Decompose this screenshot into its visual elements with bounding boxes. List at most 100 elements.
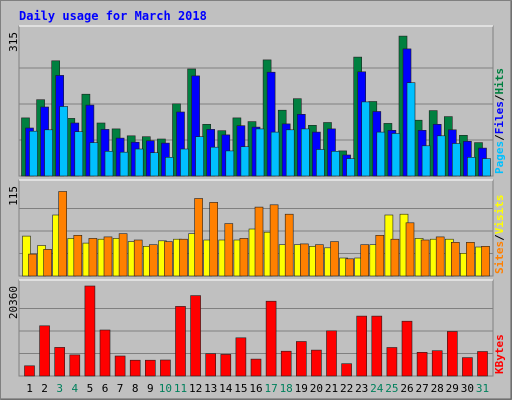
x-tick-label: 8 bbox=[132, 382, 139, 395]
right-legend-part: Visits bbox=[493, 195, 506, 235]
bar-kbytes bbox=[250, 358, 262, 377]
bar-pages bbox=[44, 129, 53, 177]
right-legend-label: Pages/Files/Hits bbox=[493, 68, 506, 174]
bar-sites bbox=[194, 198, 203, 277]
bar-pages bbox=[165, 157, 174, 177]
bar-kbytes bbox=[265, 300, 277, 377]
bar-sites bbox=[466, 242, 475, 277]
bar-sites bbox=[58, 191, 68, 277]
bar-sites bbox=[149, 244, 158, 277]
x-tick-label: 19 bbox=[295, 382, 308, 395]
bar-kbytes bbox=[24, 365, 35, 377]
x-tick-label: 11 bbox=[174, 382, 187, 395]
x-tick-label: 7 bbox=[117, 382, 124, 395]
y-max-label: 115 bbox=[7, 186, 20, 206]
bar-kbytes bbox=[39, 325, 50, 377]
panel-hits-files-pages: 315 Pages/Files/Hits bbox=[7, 25, 506, 177]
bar-kbytes bbox=[175, 306, 186, 377]
bar-kbytes bbox=[84, 285, 96, 377]
right-legend-part: Files bbox=[493, 101, 506, 134]
bar-kbytes bbox=[280, 350, 292, 377]
bar-pages bbox=[180, 148, 189, 177]
x-tick-label: 6 bbox=[102, 382, 109, 395]
x-tick-label: 24 bbox=[370, 382, 384, 395]
bar-pages bbox=[300, 128, 310, 177]
bar-pages bbox=[421, 145, 431, 177]
bar-kbytes bbox=[386, 347, 398, 377]
bar-kbytes bbox=[129, 359, 141, 377]
bar-kbytes bbox=[356, 315, 368, 377]
bar-sites bbox=[209, 202, 218, 277]
right-legend-part: Pages bbox=[493, 141, 506, 174]
bar-sites bbox=[164, 241, 173, 277]
bar-sites bbox=[118, 233, 128, 277]
bar-pages bbox=[331, 151, 340, 177]
bar-kbytes bbox=[401, 320, 413, 377]
x-tick-label: 18 bbox=[280, 382, 293, 395]
bar-pages bbox=[316, 149, 325, 177]
bar-sites bbox=[481, 246, 490, 277]
y-max-label: 315 bbox=[7, 32, 20, 52]
bar-sites bbox=[224, 223, 234, 277]
x-tick-label: 25 bbox=[385, 382, 398, 395]
bar-kbytes bbox=[235, 337, 247, 377]
bar-pages bbox=[240, 146, 250, 177]
x-tick-label: 30 bbox=[461, 382, 474, 395]
panel-kbytes: 20360 KBytes bbox=[7, 279, 506, 377]
bar-kbytes bbox=[54, 347, 66, 377]
bar-pages bbox=[270, 131, 280, 177]
bar-sites bbox=[254, 206, 264, 277]
bar-pages bbox=[134, 148, 144, 177]
bar-kbytes bbox=[311, 349, 322, 377]
bar-sites bbox=[450, 242, 460, 277]
bar-kbytes bbox=[326, 330, 337, 377]
x-tick-label: 10 bbox=[159, 382, 172, 395]
bar-pages bbox=[210, 146, 219, 177]
x-tick-label: 12 bbox=[189, 382, 202, 395]
x-tick-label: 16 bbox=[249, 382, 262, 395]
bar-sites bbox=[103, 236, 113, 277]
x-tick-label: 23 bbox=[355, 382, 368, 395]
bar-kbytes bbox=[477, 351, 488, 377]
bar-sites bbox=[133, 239, 143, 277]
bar-sites bbox=[405, 222, 415, 277]
bar-kbytes bbox=[416, 351, 428, 377]
bar-sites bbox=[28, 253, 37, 277]
bar-kbytes bbox=[160, 359, 171, 377]
bar-sites bbox=[179, 238, 188, 277]
bar-sites bbox=[43, 249, 52, 277]
bar-kbytes bbox=[371, 315, 383, 377]
right-legend-label: Sites/Visits bbox=[493, 195, 506, 275]
bar-sites bbox=[375, 235, 385, 277]
bar-pages bbox=[451, 143, 461, 177]
x-tick-label: 15 bbox=[234, 382, 247, 395]
bar-sites bbox=[390, 238, 400, 277]
bar-pages bbox=[74, 131, 84, 177]
bar-pages bbox=[119, 151, 129, 177]
panel-sites-visits: 115 Sites/Visits bbox=[7, 179, 506, 277]
bar-pages bbox=[406, 82, 416, 177]
bar-sites bbox=[239, 238, 249, 277]
bar-pages bbox=[255, 128, 265, 177]
x-tick-label: 14 bbox=[219, 382, 233, 395]
bar-kbytes bbox=[190, 295, 201, 377]
bar-kbytes bbox=[114, 355, 126, 377]
bar-kbytes bbox=[99, 329, 111, 377]
right-legend-label: KBytes bbox=[493, 334, 506, 374]
right-legend-part: KBytes bbox=[493, 334, 506, 374]
bar-kbytes bbox=[220, 354, 232, 377]
bar-pages bbox=[436, 135, 446, 177]
x-tick-label: 13 bbox=[204, 382, 217, 395]
x-tick-label: 22 bbox=[340, 382, 353, 395]
x-tick-label: 28 bbox=[431, 382, 444, 395]
bar-sites bbox=[73, 235, 83, 277]
bar-sites bbox=[315, 244, 324, 277]
y-max-label: 20360 bbox=[7, 286, 20, 319]
bar-sites bbox=[284, 213, 294, 277]
bar-pages bbox=[482, 158, 491, 177]
x-tick-label: 20 bbox=[310, 382, 323, 395]
x-tick-label: 4 bbox=[71, 382, 78, 395]
bar-kbytes bbox=[341, 363, 352, 377]
right-legend-part: Hits bbox=[493, 68, 506, 95]
